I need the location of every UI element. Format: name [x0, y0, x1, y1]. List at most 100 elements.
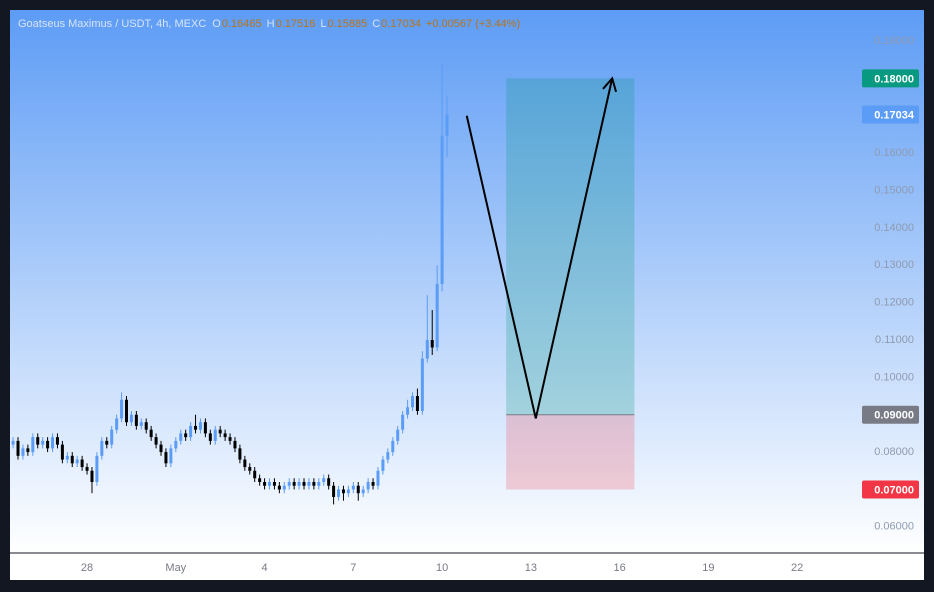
candle-body — [179, 433, 183, 441]
change: +0.00567 (+3.44%) — [426, 18, 520, 30]
level-badge: 0.07000 — [874, 484, 914, 496]
x-tick-label: 13 — [525, 562, 537, 574]
candle-body — [110, 429, 114, 445]
level-badge: 0.09000 — [874, 410, 914, 422]
plot-background — [10, 10, 924, 553]
level-badge-bg — [862, 405, 919, 424]
candle-body — [115, 418, 119, 430]
y-tick-label: 0.13000 — [874, 259, 914, 271]
candle-body — [243, 459, 247, 468]
y-tick-label: 0.14000 — [874, 222, 914, 234]
candle-body — [386, 452, 390, 460]
candle-body — [415, 396, 419, 411]
ohlc-key: C — [372, 18, 380, 30]
ohlc-key: L — [320, 18, 326, 30]
y-tick-label: 0.12000 — [874, 297, 914, 309]
candle-body — [85, 467, 89, 471]
candle-body — [65, 455, 69, 460]
x-tick-label: 22 — [791, 562, 803, 574]
candle-body — [425, 339, 429, 359]
candle-body — [124, 399, 128, 423]
candle-body — [218, 429, 222, 434]
candle-body — [287, 481, 291, 486]
candle-body — [70, 455, 74, 464]
x-tick-label: May — [165, 562, 186, 574]
x-tick-label: 28 — [81, 562, 93, 574]
candle-body — [391, 440, 395, 453]
y-tick-label: 0.16000 — [874, 147, 914, 159]
candle-body — [238, 448, 242, 460]
candle-body — [322, 478, 326, 482]
candle-body — [435, 283, 439, 348]
x-tick-label: 7 — [350, 562, 356, 574]
candle-body — [213, 429, 217, 441]
candle-body — [100, 440, 104, 456]
ohlc-value: 0.16465 — [222, 18, 262, 30]
arrow-head — [602, 76, 618, 93]
candle-body — [337, 489, 341, 497]
candle-body — [332, 485, 336, 497]
candle-body — [445, 114, 449, 136]
candle-body — [139, 422, 143, 426]
candle-body — [411, 396, 415, 408]
candle-body — [174, 440, 178, 449]
candle-body — [80, 459, 84, 468]
candle-body — [184, 433, 188, 438]
candle-body — [36, 437, 40, 445]
candle-body — [277, 485, 281, 490]
candle-body — [41, 440, 45, 445]
candle-body — [60, 444, 64, 460]
candle-body — [401, 414, 405, 430]
candle-body — [194, 425, 198, 430]
candle-body — [26, 448, 30, 453]
symbol-title: Goatseus Maximus / USDT, 4h, MEXC — [18, 18, 206, 30]
last-price-badge-bg — [862, 105, 919, 124]
candle-body — [366, 481, 370, 490]
candle-body — [198, 422, 202, 430]
candle-body — [253, 470, 257, 479]
candle-body — [272, 481, 276, 486]
level-badge: 0.18000 — [874, 73, 914, 85]
ohlc-key: O — [212, 18, 221, 30]
profit-zone — [506, 78, 635, 415]
candle-body — [430, 339, 434, 348]
candle-body — [406, 407, 410, 415]
candle-body — [307, 481, 311, 486]
candle-body — [149, 429, 153, 438]
y-tick-label: 0.08000 — [874, 446, 914, 458]
candle-body — [208, 433, 212, 441]
candle-body — [31, 437, 35, 453]
candle-body — [346, 489, 350, 494]
candle-body — [440, 135, 444, 284]
candle-body — [356, 485, 360, 494]
candle-body — [21, 448, 25, 456]
ohlc-key: H — [267, 18, 275, 30]
candle-body — [169, 448, 173, 464]
candle-body — [120, 399, 124, 419]
plot: 0.19000 0.16000 0.15000 0.14000 0.13000 0.120… — [11, 35, 919, 574]
candle-body — [16, 440, 20, 456]
candle-body — [223, 433, 227, 438]
candle-body — [292, 481, 296, 486]
last-price-badge: 0.17034 — [874, 109, 915, 121]
candle-body — [361, 489, 365, 494]
candle-body — [420, 358, 424, 411]
candle-body — [154, 437, 158, 445]
candle-body — [233, 440, 237, 449]
level-badge-bg — [862, 69, 919, 88]
ohlc-value: 0.15885 — [327, 18, 367, 30]
candle-body — [51, 437, 55, 449]
level-badge-bg — [862, 480, 919, 499]
candle-body — [282, 485, 286, 490]
candle-body — [95, 455, 99, 482]
candle-body — [134, 414, 138, 426]
candle-body — [381, 459, 385, 471]
candle-body — [189, 425, 193, 438]
candle-body — [302, 481, 306, 486]
x-tick-label: 16 — [613, 562, 625, 574]
y-tick-label: 0.10000 — [874, 371, 914, 383]
candle-body — [263, 481, 267, 486]
time-axis — [10, 553, 924, 580]
candle-body — [297, 481, 301, 486]
candle-body — [11, 440, 15, 445]
